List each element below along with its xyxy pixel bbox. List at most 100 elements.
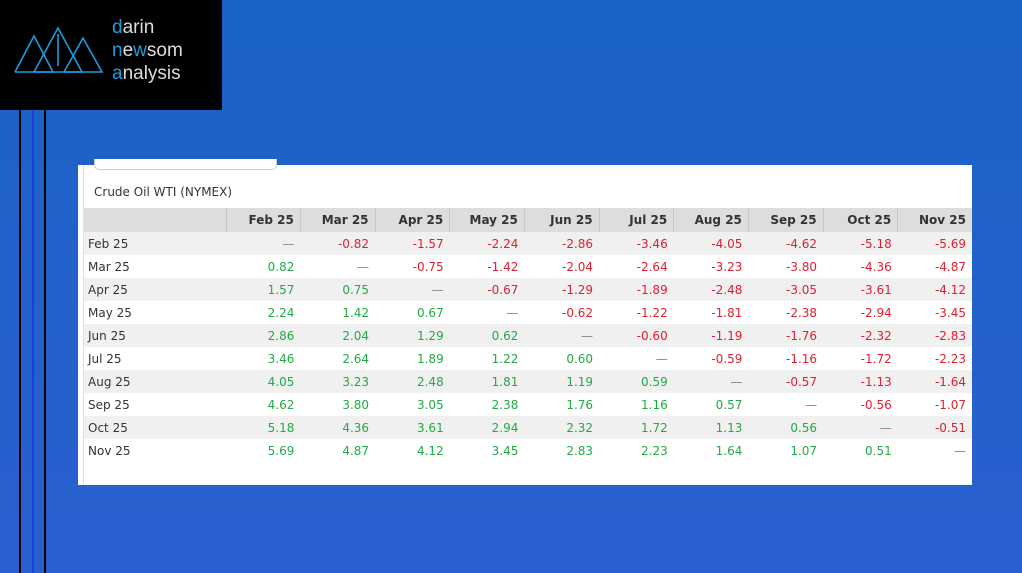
spread-cell: -1.07 [934,397,966,412]
spread-cell: 3.23 [300,370,376,393]
spread-cell: 1.19 [524,370,600,393]
spread-cell: 3.05 [416,397,444,412]
spread-cell: 1.29 [375,324,450,347]
spread-cell: 0.59 [599,370,674,393]
spread-cell: 4.87 [342,443,370,458]
spread-cell: 0.57 [715,397,743,412]
selector-input[interactable] [94,159,277,170]
spread-cell: -1.29 [524,278,600,301]
spread-cell: -5.18 [823,232,898,255]
spread-cell: 3.61 [375,416,450,439]
spread-cell: 2.86 [226,324,301,347]
spread-cell: 0.75 [300,278,376,301]
row-label: May 25 [88,305,132,320]
row-label: Aug 25 [84,370,227,393]
column-header[interactable]: Apr 25 [374,208,450,232]
row-label: Nov 25 [88,443,131,458]
logo-line-3: analysis [112,63,181,84]
spread-cell: -0.62 [561,305,594,320]
spread-cell: -0.75 [412,259,444,274]
row-label: Feb 25 [84,232,227,255]
spread-cell: -1.19 [673,324,749,347]
spread-cell: 1.81 [449,370,525,393]
spread-cell: — [673,370,749,393]
spread-cell: -3.80 [786,259,818,274]
spread-cell: -0.56 [860,397,892,412]
spread-cell: -0.67 [449,278,525,301]
spread-cell: — [655,351,668,366]
logo-line-1: darin [112,17,155,38]
spread-cell: -3.23 [711,259,743,274]
row-label: Jun 25 [84,324,227,347]
column-header[interactable]: Jul 25 [598,208,674,232]
column-header[interactable]: May 25 [449,208,525,232]
spread-cell: 0.67 [416,305,444,320]
column-header[interactable]: Nov 25 [897,208,972,232]
spread-cell: — [375,278,450,301]
spread-cell: -1.16 [786,351,818,366]
spread-cell: -2.24 [449,232,525,255]
spread-cell: -1.13 [823,370,898,393]
spread-cell: -4.12 [897,278,972,301]
spread-cell: 2.83 [566,443,594,458]
table-row: Mar 25 0.82 — -0.75 -1.42 -2.04 -2.64 -3.23 -3.8… [84,255,972,278]
table-title: Crude Oil WTI (NYMEX) [94,185,233,199]
spread-cell: -2.48 [673,278,749,301]
spread-cell: -2.86 [524,232,600,255]
column-header[interactable]: Oct 25 [822,208,898,232]
spread-cell: -0.60 [599,324,674,347]
column-header[interactable]: Jun 25 [523,208,600,232]
row-label: Apr 25 [84,278,227,301]
table-row: Jun 25 2.86 2.04 1.29 0.62— -0.60 -1.19 -1.76 -2… [84,324,972,347]
spread-cell: — [357,259,370,274]
spread-cell: 4.05 [226,370,301,393]
spread-cell: -0.57 [748,370,824,393]
spread-cell: -2.64 [636,259,668,274]
spread-cell: 2.38 [491,397,519,412]
spread-cell: -0.59 [711,351,743,366]
table-row: Sep 25 4.62 3.80 3.05 2.38 1.76 1.16 0.57 — -0.56… [84,393,972,416]
spread-cell: -1.89 [599,278,674,301]
spread-table-panel: Crude Oil WTI (NYMEX) Feb 25 Mar 25 Apr 25… [78,159,972,485]
spread-cell: 2.32 [524,416,600,439]
logo-line-2: newsom [112,40,183,61]
table-row: Apr 25 1.57 0.75— -0.67 -1.29 -1.89 -2.48 -3.05… [84,278,972,301]
spread-cell: 2.24 [267,305,295,320]
spread-cell: 1.22 [491,351,519,366]
spread-cell: 1.13 [673,416,749,439]
spread-cell: 5.69 [267,443,295,458]
spread-cell: -1.81 [711,305,743,320]
spread-cell: -1.76 [748,324,824,347]
spread-cell: -2.04 [561,259,594,274]
column-header[interactable]: Mar 25 [299,208,376,232]
spread-cell: -4.05 [673,232,749,255]
table-row: Aug 25 4.05 3.23 2.48 1.81 1.19 0.59— -0.57 -1.1… [84,370,972,393]
spread-cell: 4.12 [416,443,444,458]
spread-cell: -2.83 [897,324,972,347]
spread-cell: -2.94 [860,305,892,320]
spread-cell: -4.62 [748,232,824,255]
spread-cell: — [506,305,519,320]
spread-cell: 1.89 [416,351,444,366]
spread-cell: 2.04 [300,324,376,347]
spread-cell: — [226,232,301,255]
spread-cell: 1.72 [599,416,674,439]
column-header[interactable]: Feb 25 [225,208,301,232]
table-row: Feb 25— -0.82 -1.57 -2.24 -2.86 -3.46 -4.05 -4.… [84,232,972,255]
spread-cell: -2.23 [934,351,966,366]
column-header[interactable]: Aug 25 [673,208,749,232]
column-header[interactable]: Sep 25 [747,208,824,232]
spread-cell: 0.62 [449,324,525,347]
table-row: Nov 25 5.69 4.87 4.12 3.45 2.83 2.23 1.64 1.07 0.… [84,439,972,462]
spread-cell: 5.18 [226,416,301,439]
spread-cell: 1.07 [790,443,818,458]
spread-cell: — [954,443,966,458]
spread-cell: -4.87 [934,259,966,274]
row-label: Jul 25 [88,351,122,366]
decor-line [32,110,34,573]
spread-cell: — [524,324,600,347]
spread-cell: 0.60 [566,351,594,366]
spread-cell: 2.23 [641,443,668,458]
spread-cell: — [823,416,898,439]
spread-cell: -3.45 [934,305,966,320]
